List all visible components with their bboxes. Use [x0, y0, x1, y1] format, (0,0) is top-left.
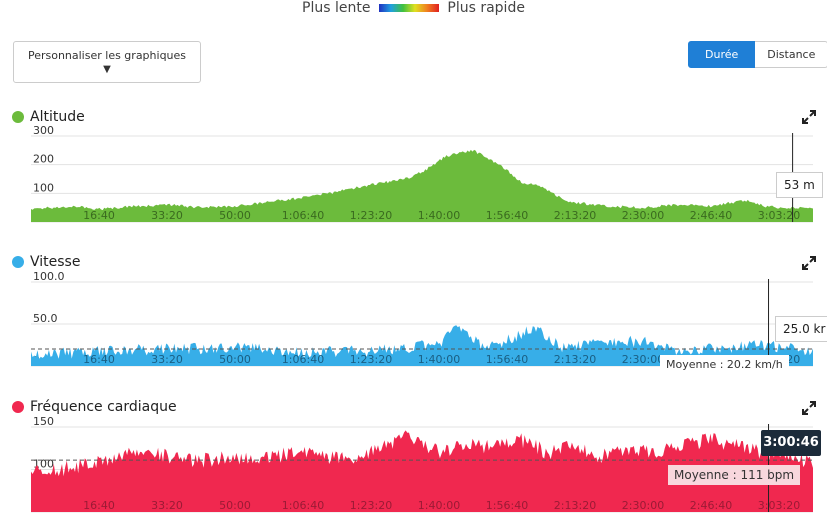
y-tick-label: 150: [33, 415, 54, 428]
x-tick-label: 1:06:40: [282, 499, 324, 512]
speed-color-legend: Plus lente Plus rapide: [0, 0, 827, 18]
x-tick-label: 1:06:40: [282, 353, 324, 366]
heart-area-series: [31, 430, 813, 512]
x-tick-label: 1:56:40: [486, 353, 528, 366]
speed-chart[interactable]: 100.050.00.016:4033:2050:001:06:401:23:2…: [0, 270, 827, 371]
altitude-title-text: Altitude: [30, 109, 85, 125]
x-tick-label: 1:23:20: [350, 209, 392, 222]
speed-title: Vitesse: [12, 254, 80, 270]
x-tick-label: 2:46:40: [690, 499, 732, 512]
x-tick-label: 33:20: [151, 353, 183, 366]
expand-heart-icon[interactable]: [802, 401, 816, 415]
altitude-tooltip: 53 m: [776, 172, 823, 198]
y-tick-label: 100.0: [33, 270, 65, 283]
x-tick-label: 2:13:20: [554, 209, 596, 222]
distance-button[interactable]: Distance: [755, 41, 827, 68]
expand-speed-icon[interactable]: [802, 256, 816, 270]
speed-tooltip: 25.0 kr: [775, 316, 827, 342]
speed-average-label: Moyenne : 20.2 km/h: [660, 355, 789, 374]
heart-dot-icon: [12, 401, 24, 413]
axis-mode-toggle: Durée Distance: [688, 41, 827, 68]
cursor-time-badge: 3:00:46: [761, 430, 821, 456]
altitude-dot-icon: [12, 111, 24, 123]
x-tick-label: 50:00: [219, 353, 251, 366]
y-tick-label: 300: [33, 124, 54, 137]
speed-area-series: [31, 325, 813, 366]
x-tick-label: 2:46:40: [690, 209, 732, 222]
legend-slow-label: Plus lente: [302, 0, 371, 16]
x-tick-label: 1:06:40: [282, 209, 324, 222]
caret-down-icon: ▼: [103, 64, 111, 75]
y-tick-label: 100: [33, 181, 54, 194]
heart-average-label: Moyenne : 111 bpm: [668, 465, 801, 485]
expand-altitude-icon[interactable]: [802, 110, 816, 124]
x-tick-label: 1:40:00: [418, 499, 460, 512]
y-tick-label: 50.0: [33, 312, 58, 325]
altitude-area-series: [31, 149, 813, 222]
x-tick-label: 33:20: [151, 499, 183, 512]
x-tick-label: 1:56:40: [486, 209, 528, 222]
speed-title-text: Vitesse: [30, 254, 81, 270]
x-tick-label: 16:40: [83, 209, 115, 222]
customize-charts-label: Personnaliser les graphiques: [27, 49, 187, 62]
x-tick-label: 3:03:20: [758, 209, 800, 222]
duration-button[interactable]: Durée: [688, 41, 756, 68]
x-tick-label: 2:13:20: [554, 353, 596, 366]
y-tick-label: 200: [33, 153, 54, 166]
customize-charts-dropdown[interactable]: Personnaliser les graphiques ▼: [13, 41, 201, 83]
x-tick-label: 2:13:20: [554, 499, 596, 512]
x-tick-label: 1:40:00: [418, 209, 460, 222]
x-tick-label: 1:40:00: [418, 353, 460, 366]
x-tick-label: 50:00: [219, 209, 251, 222]
legend-fast-label: Plus rapide: [447, 0, 525, 16]
heart-title: Fréquence cardiaque: [12, 399, 177, 415]
x-tick-label: 2:30:00: [622, 499, 664, 512]
x-tick-label: 16:40: [83, 499, 115, 512]
altitude-title: Altitude: [12, 109, 85, 125]
x-tick-label: 3:03:20: [758, 499, 800, 512]
heart-title-text: Fréquence cardiaque: [30, 399, 177, 415]
speed-dot-icon: [12, 256, 24, 268]
x-tick-label: 16:40: [83, 353, 115, 366]
x-tick-label: 33:20: [151, 209, 183, 222]
x-tick-label: 1:56:40: [486, 499, 528, 512]
legend-gradient: [378, 4, 439, 12]
altitude-chart[interactable]: 300200100016:4033:2050:001:06:401:23:201…: [0, 124, 827, 226]
x-tick-label: 2:30:00: [622, 209, 664, 222]
x-tick-label: 50:00: [219, 499, 251, 512]
y-tick-label: 100: [33, 458, 54, 471]
x-tick-label: 1:23:20: [350, 499, 392, 512]
x-tick-label: 1:23:20: [350, 353, 392, 366]
x-tick-label: 2:30:00: [622, 353, 664, 366]
